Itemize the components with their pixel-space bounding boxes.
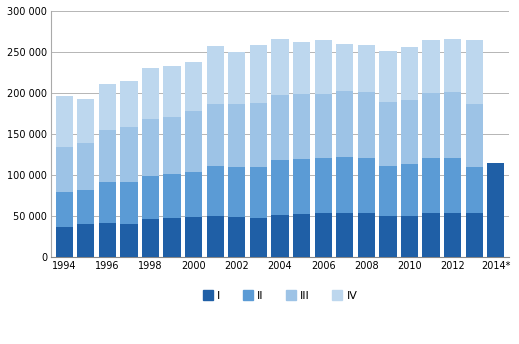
Bar	[358, 158, 375, 213]
Bar	[207, 104, 224, 166]
Bar	[401, 164, 418, 216]
Bar	[77, 143, 94, 191]
Bar	[379, 51, 397, 102]
Bar	[379, 166, 397, 216]
Bar	[271, 215, 289, 257]
Bar	[444, 213, 461, 257]
Bar	[99, 84, 116, 130]
Bar	[293, 94, 310, 159]
Bar	[185, 172, 202, 217]
Bar	[228, 52, 245, 104]
Bar	[207, 166, 224, 216]
Bar	[142, 68, 159, 119]
Bar	[401, 216, 418, 257]
Bar	[185, 62, 202, 111]
Bar	[293, 214, 310, 257]
Bar	[163, 218, 181, 257]
Bar	[444, 92, 461, 158]
Bar	[444, 158, 461, 213]
Bar	[315, 94, 332, 159]
Bar	[185, 111, 202, 172]
Bar	[56, 192, 73, 227]
Bar	[99, 223, 116, 257]
Bar	[250, 45, 267, 103]
Bar	[293, 159, 310, 214]
Bar	[487, 163, 504, 257]
Bar	[120, 182, 138, 224]
Bar	[250, 218, 267, 257]
Bar	[142, 176, 159, 219]
Bar	[293, 42, 310, 94]
Bar	[207, 46, 224, 104]
Bar	[336, 44, 353, 91]
Bar	[56, 147, 73, 192]
Bar	[271, 160, 289, 215]
Bar	[56, 227, 73, 257]
Bar	[336, 91, 353, 157]
Bar	[336, 213, 353, 257]
Bar	[163, 174, 181, 218]
Bar	[77, 191, 94, 224]
Bar	[422, 40, 440, 93]
Bar	[56, 96, 73, 147]
Bar	[77, 99, 94, 143]
Bar	[271, 39, 289, 95]
Bar	[422, 159, 440, 213]
Bar	[185, 217, 202, 257]
Bar	[163, 117, 181, 174]
Bar	[422, 93, 440, 159]
Bar	[466, 104, 483, 166]
Bar	[120, 127, 138, 182]
Bar	[358, 213, 375, 257]
Bar	[422, 213, 440, 257]
Bar	[336, 157, 353, 213]
Bar	[315, 213, 332, 257]
Bar	[379, 102, 397, 166]
Bar	[358, 92, 375, 158]
Bar	[207, 216, 224, 257]
Bar	[99, 130, 116, 182]
Bar	[142, 219, 159, 257]
Bar	[466, 213, 483, 257]
Legend: I, II, III, IV: I, II, III, IV	[198, 286, 362, 305]
Bar	[444, 39, 461, 92]
Bar	[142, 119, 159, 176]
Bar	[358, 45, 375, 92]
Bar	[163, 66, 181, 117]
Bar	[228, 104, 245, 166]
Bar	[466, 166, 483, 213]
Bar	[401, 47, 418, 100]
Bar	[379, 216, 397, 257]
Bar	[315, 159, 332, 213]
Bar	[77, 224, 94, 257]
Bar	[315, 41, 332, 94]
Bar	[120, 80, 138, 127]
Bar	[271, 95, 289, 160]
Bar	[120, 224, 138, 257]
Bar	[250, 168, 267, 218]
Bar	[250, 103, 267, 168]
Bar	[228, 166, 245, 217]
Bar	[466, 40, 483, 104]
Bar	[401, 100, 418, 164]
Bar	[99, 182, 116, 223]
Bar	[228, 217, 245, 257]
